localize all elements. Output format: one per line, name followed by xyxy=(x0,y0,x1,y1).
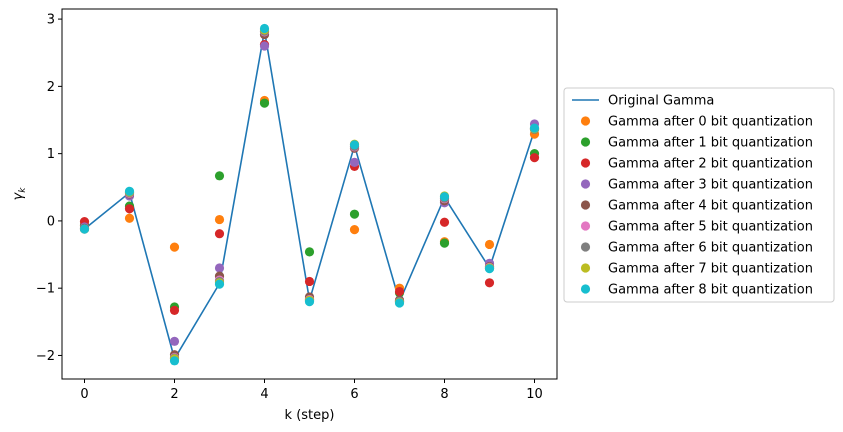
plot-area: 0 2 4 6 8 10 −2 −1 0 1 2 3 xyxy=(36,8,558,402)
series-layer xyxy=(79,23,540,366)
legend-marker-0-bit xyxy=(580,116,591,126)
legend: Original Gamma Gamma after 0 bit quantiza… xyxy=(563,87,835,303)
x-tick-label: 10 xyxy=(526,387,543,402)
legend-label-1-bit: Gamma after 1 bit quantization xyxy=(608,136,813,151)
point-8-bit-k6 xyxy=(349,140,360,150)
legend-label-3-bit: Gamma after 3 bit quantization xyxy=(608,178,813,193)
point-8-bit-k7 xyxy=(394,298,405,308)
y-axis: −2 −1 0 1 2 3 xyxy=(36,13,62,364)
legend-marker-5-bit xyxy=(580,221,591,231)
point-2-bit-k9 xyxy=(484,278,495,288)
point-8-bit-k4 xyxy=(259,23,270,34)
legend-label-0-bit: Gamma after 0 bit quantization xyxy=(608,115,813,130)
legend-marker-7-bit xyxy=(580,263,591,273)
y-tick-label: 0 xyxy=(47,214,55,229)
point-0-bit-k3 xyxy=(214,214,225,225)
point-1-bit-k5 xyxy=(304,247,315,257)
point-8-bit-k1 xyxy=(124,186,135,196)
y-tick-label: 2 xyxy=(47,80,55,95)
point-2-bit-k3 xyxy=(214,229,225,239)
legend-marker-4-bit xyxy=(580,200,591,210)
legend-marker-8-bit xyxy=(580,284,591,294)
point-2-bit-k2 xyxy=(169,305,180,315)
point-1-bit-k6 xyxy=(349,209,360,219)
x-tick-label: 2 xyxy=(170,387,178,402)
y-axis-label: γk xyxy=(11,187,28,201)
y-axis-label-base: γ xyxy=(11,191,26,200)
point-2-bit-k5 xyxy=(304,276,315,287)
point-8-bit-k3 xyxy=(214,279,225,289)
point-2-bit-k7 xyxy=(394,286,405,297)
point-1-bit-k8 xyxy=(439,238,450,248)
point-0-bit-k2 xyxy=(169,242,180,252)
y-axis-label-subscript: k xyxy=(18,187,28,193)
point-0-bit-k9 xyxy=(484,239,495,250)
legend-label-2-bit: Gamma after 2 bit quantization xyxy=(608,157,813,172)
y-tick-label: −2 xyxy=(36,349,55,364)
x-tick-label: 4 xyxy=(260,387,268,402)
series-8-bit xyxy=(79,23,540,366)
legend-label-7-bit: Gamma after 7 bit quantization xyxy=(608,262,813,277)
y-tick-label: 1 xyxy=(47,147,55,162)
legend-label-8-bit: Gamma after 8 bit quantization xyxy=(608,283,813,298)
point-1-bit-k3 xyxy=(214,171,225,181)
point-2-bit-k10 xyxy=(529,153,540,163)
legend-marker-2-bit xyxy=(580,158,591,168)
legend-label-4-bit: Gamma after 4 bit quantization xyxy=(608,199,813,214)
x-tick-label: 6 xyxy=(350,387,358,402)
legend-marker-3-bit xyxy=(580,179,591,189)
point-8-bit-k5 xyxy=(304,297,315,307)
point-3-bit-k2 xyxy=(169,336,180,346)
point-2-bit-k1 xyxy=(124,204,135,214)
x-tick-label: 8 xyxy=(440,387,448,402)
point-3-bit-k6 xyxy=(349,157,360,167)
point-8-bit-k8 xyxy=(439,192,450,202)
point-8-bit-k0 xyxy=(79,224,90,234)
legend-label-original-gamma: Original Gamma xyxy=(608,94,714,109)
legend-label-6-bit: Gamma after 6 bit quantization xyxy=(608,241,813,256)
y-tick-label: −1 xyxy=(36,282,55,297)
legend-frame xyxy=(563,87,835,303)
x-tick-label: 0 xyxy=(80,387,88,402)
point-8-bit-k2 xyxy=(169,356,180,366)
point-3-bit-k4 xyxy=(259,41,270,51)
point-8-bit-k10 xyxy=(529,123,540,133)
legend-marker-1-bit xyxy=(580,137,591,147)
point-8-bit-k9 xyxy=(484,264,495,274)
x-axis-label: k (step) xyxy=(285,408,335,423)
point-1-bit-k4 xyxy=(259,98,270,108)
legend-label-5-bit: Gamma after 5 bit quantization xyxy=(608,220,813,235)
y-tick-label: 3 xyxy=(47,13,55,28)
point-0-bit-k1 xyxy=(124,213,135,223)
legend-marker-6-bit xyxy=(580,242,591,252)
plot-frame xyxy=(61,8,558,380)
x-axis: 0 2 4 6 8 10 xyxy=(80,379,543,402)
point-0-bit-k6 xyxy=(349,225,360,235)
point-2-bit-k8 xyxy=(439,217,450,227)
legend-items: Original Gamma Gamma after 0 bit quantiza… xyxy=(572,94,813,298)
point-3-bit-k3 xyxy=(214,263,225,273)
